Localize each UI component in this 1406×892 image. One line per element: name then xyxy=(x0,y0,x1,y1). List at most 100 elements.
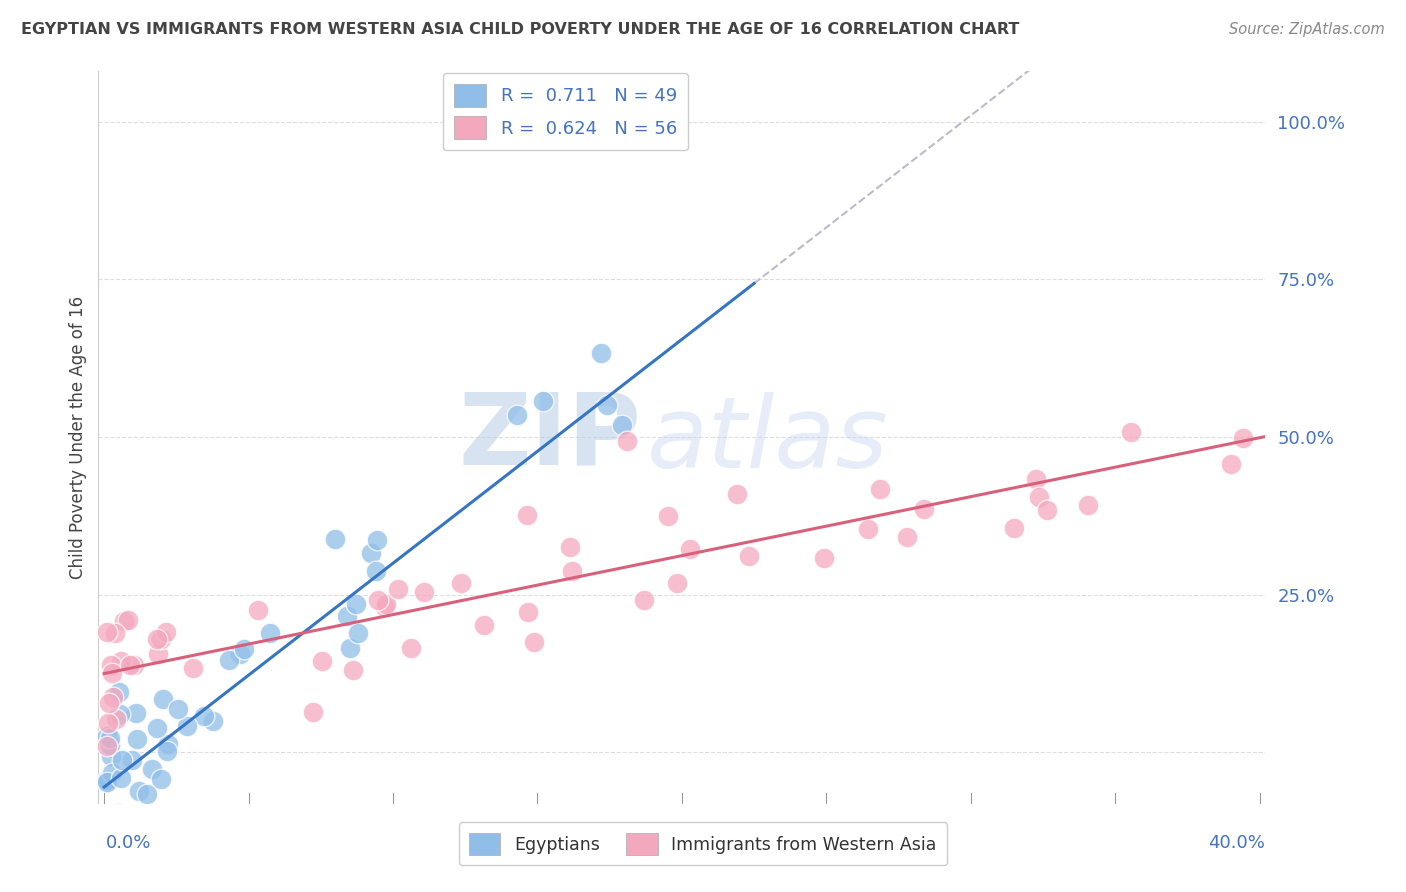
Point xyxy=(110,771,132,785)
Point xyxy=(1036,503,1059,517)
Point xyxy=(111,753,134,767)
Point xyxy=(1002,521,1025,535)
Point xyxy=(110,655,132,669)
Point xyxy=(101,666,124,681)
Point xyxy=(122,657,145,672)
Point xyxy=(560,541,582,555)
Text: 40.0%: 40.0% xyxy=(1209,834,1265,852)
Point xyxy=(98,731,121,746)
Point xyxy=(218,653,240,667)
Point xyxy=(100,749,122,764)
Point xyxy=(117,613,139,627)
Point xyxy=(118,658,141,673)
Point xyxy=(813,551,835,566)
Point xyxy=(155,624,177,639)
Point xyxy=(450,575,472,590)
Point xyxy=(156,738,179,752)
Point xyxy=(145,632,167,646)
Point xyxy=(233,642,256,657)
Point xyxy=(105,712,128,726)
Point xyxy=(374,597,396,611)
Point xyxy=(1121,425,1143,439)
Point xyxy=(387,582,409,596)
Point xyxy=(112,615,135,629)
Point xyxy=(347,625,370,640)
Point xyxy=(472,618,495,632)
Point xyxy=(101,690,124,705)
Point xyxy=(896,530,918,544)
Point xyxy=(413,585,436,599)
Point xyxy=(96,775,118,789)
Point xyxy=(912,502,935,516)
Point xyxy=(107,685,129,699)
Point xyxy=(121,753,143,767)
Point xyxy=(1232,431,1254,445)
Point xyxy=(360,546,382,560)
Point xyxy=(342,663,364,677)
Point xyxy=(1077,499,1099,513)
Point xyxy=(104,625,127,640)
Point xyxy=(505,408,527,422)
Point xyxy=(367,593,389,607)
Point xyxy=(229,648,252,662)
Text: Source: ZipAtlas.com: Source: ZipAtlas.com xyxy=(1229,22,1385,37)
Legend: Egyptians, Immigrants from Western Asia: Egyptians, Immigrants from Western Asia xyxy=(458,822,948,865)
Point xyxy=(134,841,156,855)
Point xyxy=(96,772,118,787)
Point xyxy=(100,817,122,831)
Y-axis label: Child Poverty Under the Age of 16: Child Poverty Under the Age of 16 xyxy=(69,295,87,579)
Point xyxy=(366,533,388,547)
Point xyxy=(1025,472,1047,486)
Point xyxy=(336,608,359,623)
Point xyxy=(738,549,761,563)
Point xyxy=(516,508,538,523)
Point xyxy=(665,575,688,590)
Text: ZIP: ZIP xyxy=(458,389,641,485)
Point xyxy=(96,729,118,743)
Point xyxy=(302,705,325,719)
Point xyxy=(725,486,748,500)
Point xyxy=(616,434,638,449)
Point xyxy=(1219,457,1241,471)
Point xyxy=(128,784,150,798)
Point xyxy=(561,564,583,578)
Legend: R =  0.711   N = 49, R =  0.624   N = 56: R = 0.711 N = 49, R = 0.624 N = 56 xyxy=(443,73,688,150)
Point xyxy=(633,593,655,607)
Point xyxy=(374,600,396,615)
Text: atlas: atlas xyxy=(647,392,889,489)
Point xyxy=(531,394,554,409)
Text: EGYPTIAN VS IMMIGRANTS FROM WESTERN ASIA CHILD POVERTY UNDER THE AGE OF 16 CORRE: EGYPTIAN VS IMMIGRANTS FROM WESTERN ASIA… xyxy=(21,22,1019,37)
Text: 0.0%: 0.0% xyxy=(105,834,150,852)
Point xyxy=(339,641,361,656)
Point xyxy=(591,345,613,359)
Point xyxy=(97,716,120,731)
Point xyxy=(856,522,879,536)
Point xyxy=(150,632,173,647)
Point xyxy=(145,721,167,735)
Point xyxy=(135,787,157,801)
Point xyxy=(100,738,122,752)
Point xyxy=(323,532,346,546)
Point xyxy=(125,706,148,720)
Point xyxy=(678,541,700,556)
Point xyxy=(523,635,546,649)
Point xyxy=(108,805,131,820)
Point xyxy=(96,739,118,753)
Point xyxy=(516,605,538,619)
Point xyxy=(201,714,224,729)
Point xyxy=(311,654,333,668)
Point xyxy=(401,641,423,656)
Point xyxy=(101,765,124,780)
Point xyxy=(610,418,633,433)
Point xyxy=(1028,490,1050,504)
Point xyxy=(183,661,205,675)
Point xyxy=(146,647,169,661)
Point xyxy=(107,850,129,864)
Point xyxy=(193,709,215,723)
Point xyxy=(141,762,163,776)
Point xyxy=(259,626,281,640)
Point xyxy=(150,772,173,786)
Point xyxy=(96,624,118,639)
Point xyxy=(247,603,270,617)
Point xyxy=(156,744,179,758)
